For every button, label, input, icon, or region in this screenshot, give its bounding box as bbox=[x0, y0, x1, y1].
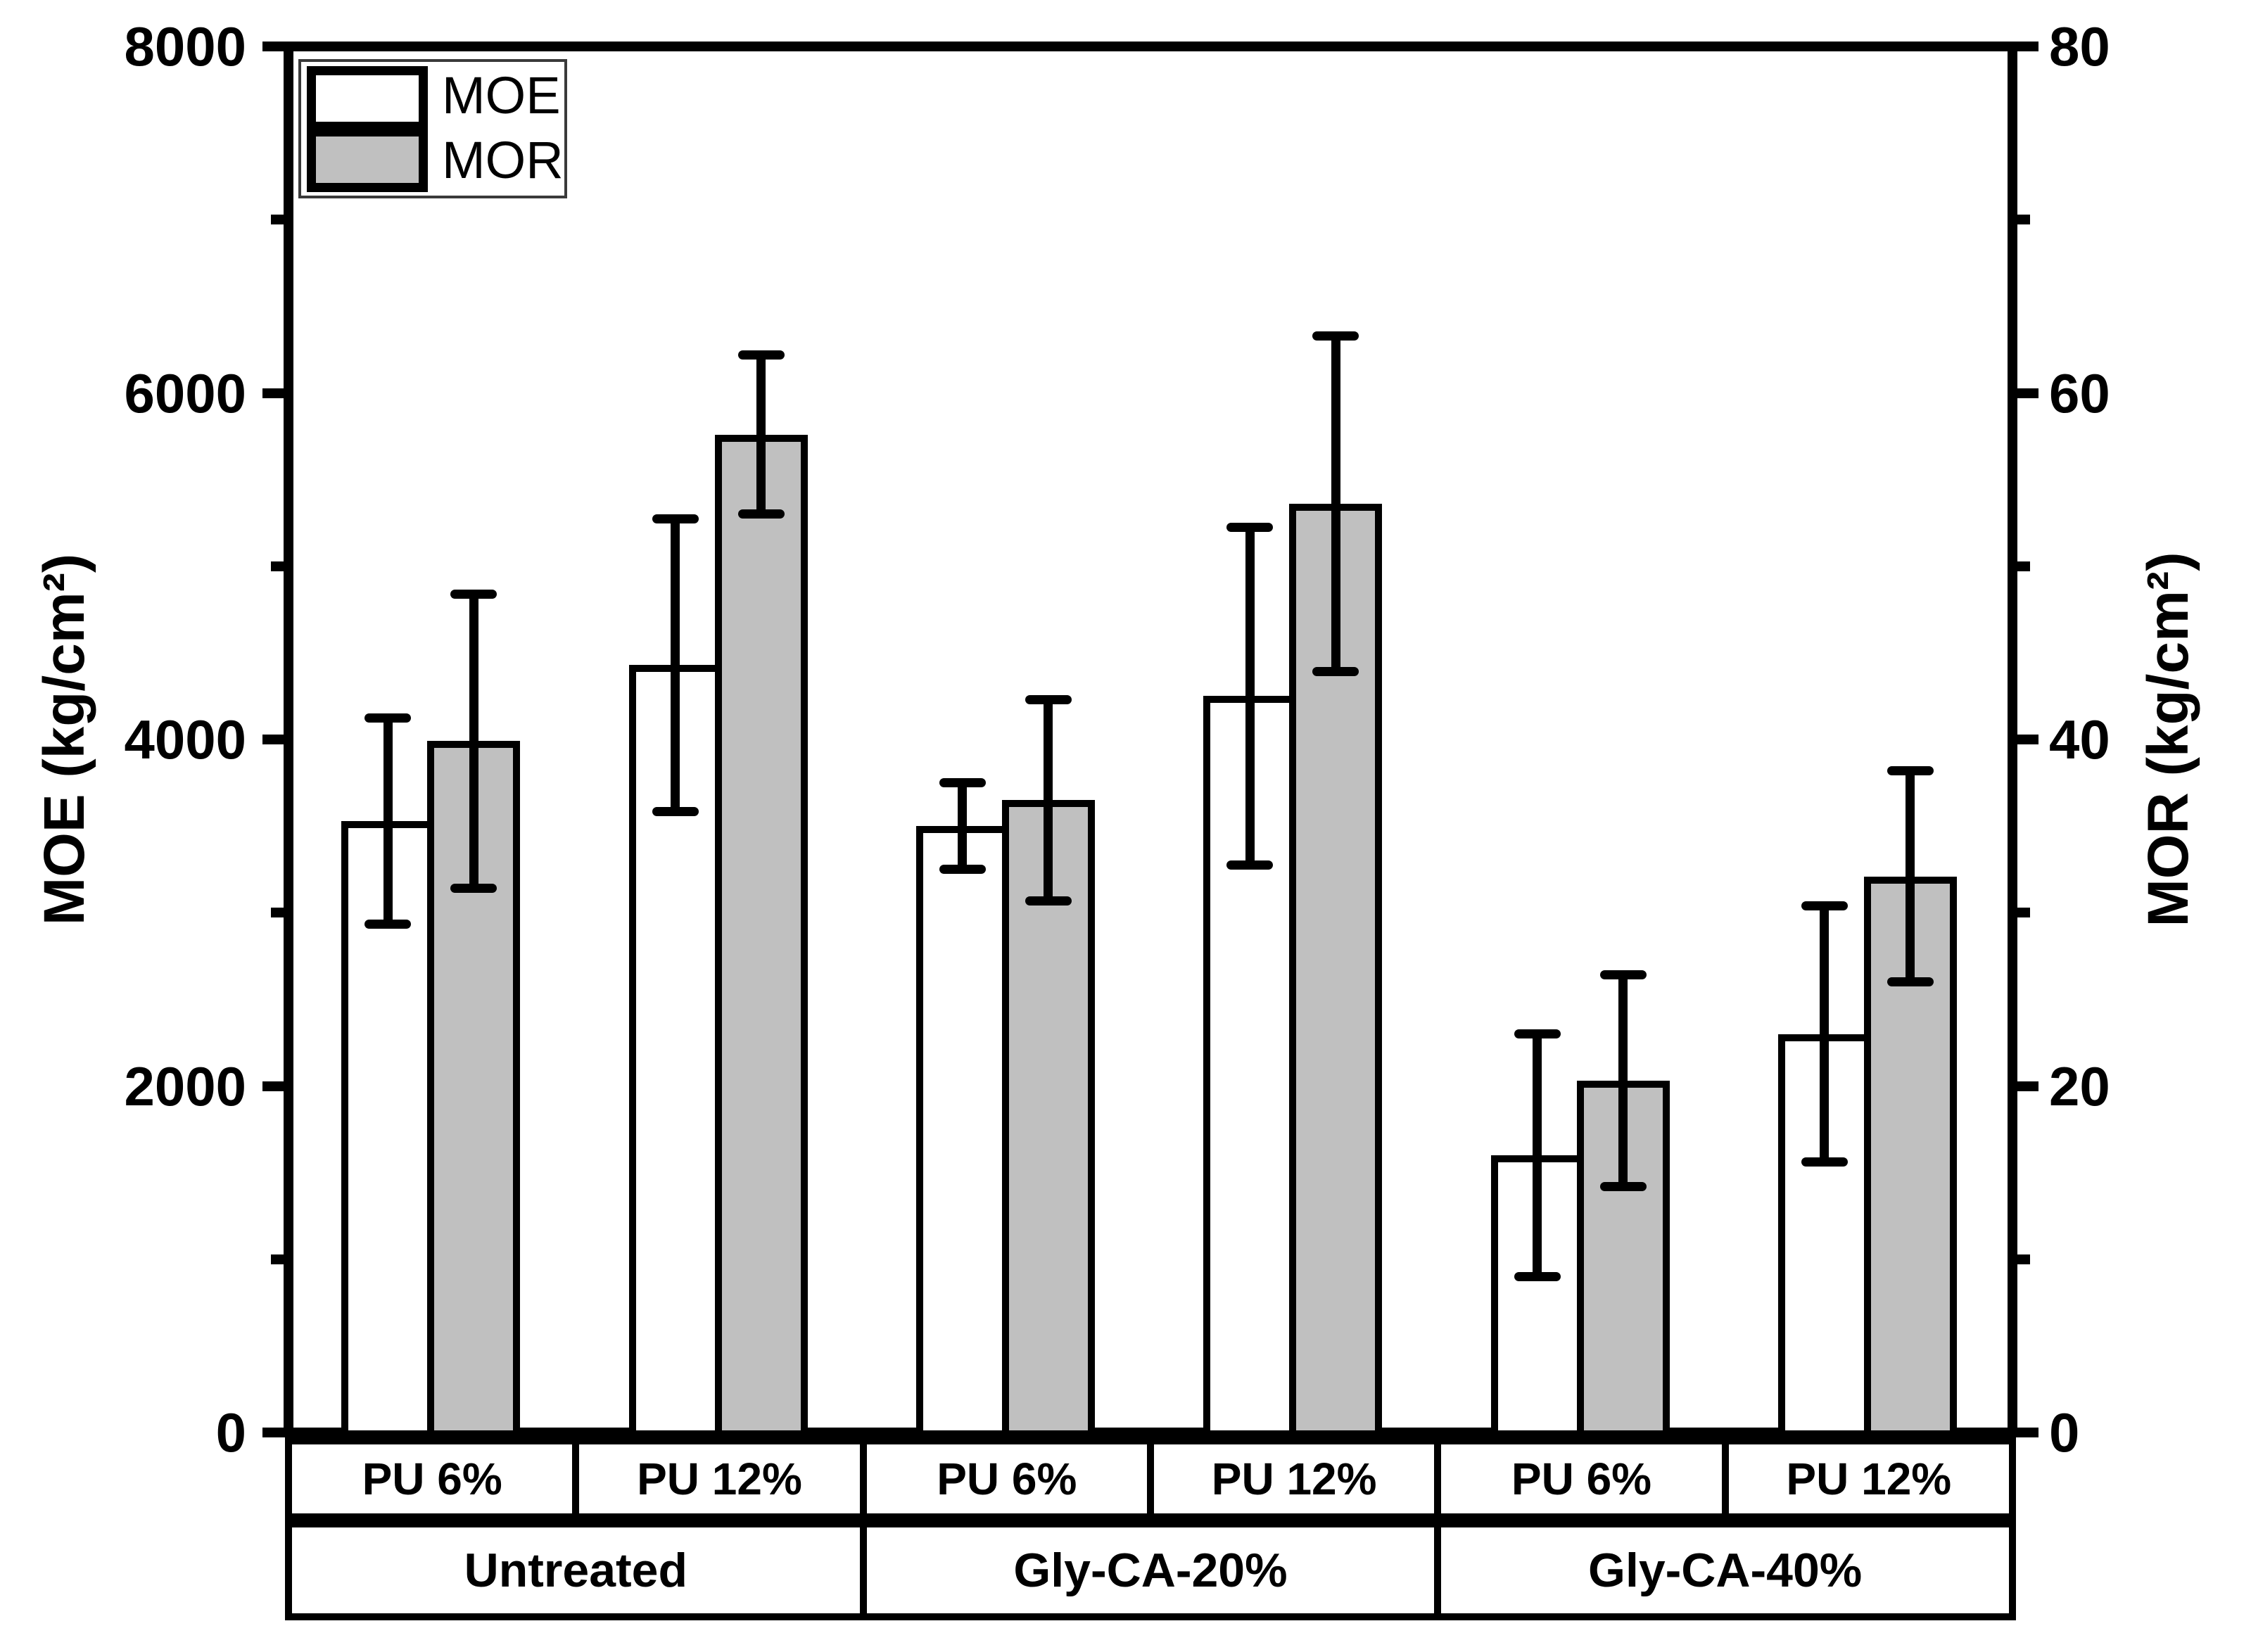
y-minortick-left-3000 bbox=[271, 908, 284, 918]
err-moe-gly-ca-40-pu-12--line bbox=[1820, 906, 1830, 1162]
y-tick-label-left-6000: 6000 bbox=[124, 362, 246, 424]
err-moe-gly-ca-40-pu-6--cap-top bbox=[1514, 1029, 1561, 1039]
err-mor-gly-ca-20-pu-12--line bbox=[1331, 336, 1340, 672]
err-moe-gly-ca-20-pu-12--cap-bottom bbox=[1226, 860, 1274, 870]
y-minortick-right-30 bbox=[2017, 908, 2030, 918]
y-tick-label-left-8000: 8000 bbox=[124, 15, 246, 77]
legend-swatch-mor bbox=[307, 127, 428, 192]
err-moe-gly-ca-20-pu-6--cap-top bbox=[939, 778, 986, 788]
y-tick-label-left-2000: 2000 bbox=[124, 1055, 246, 1117]
x-group-cell-gly-ca-40-: Gly-CA-40% bbox=[1434, 1520, 2016, 1620]
err-mor-gly-ca-40-pu-6--cap-top bbox=[1599, 970, 1647, 980]
err-moe-untreated-pu-6--cap-bottom bbox=[364, 919, 412, 929]
y-tick-left-0 bbox=[262, 1428, 284, 1437]
x-sublabel-cell-1: PU 6% bbox=[285, 1437, 580, 1520]
y-minortick-right-70 bbox=[2017, 215, 2030, 225]
plot-area-frame bbox=[284, 42, 2017, 1437]
err-moe-gly-ca-40-pu-12--cap-top bbox=[1801, 901, 1848, 910]
y-tick-left-8000 bbox=[262, 42, 284, 51]
x-sublabel-cell-6: PU 12% bbox=[1721, 1437, 2016, 1520]
err-moe-gly-ca-20-pu-12--line bbox=[1245, 527, 1255, 865]
y-tick-left-2000 bbox=[262, 1081, 284, 1091]
y-tick-right-40 bbox=[2017, 735, 2038, 744]
x-sublabel-cell-2: PU 12% bbox=[572, 1437, 867, 1520]
err-moe-gly-ca-20-pu-12--cap-top bbox=[1226, 522, 1274, 532]
y-minortick-left-5000 bbox=[271, 561, 284, 571]
y-minortick-right-10 bbox=[2017, 1254, 2030, 1264]
err-moe-untreated-pu-12--cap-top bbox=[652, 514, 699, 523]
bar-mor-gly-ca-20-pu-6- bbox=[1001, 800, 1095, 1437]
x-group-cell-gly-ca-20-: Gly-CA-20% bbox=[859, 1520, 1442, 1620]
bar-mor-untreated-pu-12- bbox=[714, 434, 808, 1437]
y-tick-label-right-20: 20 bbox=[2049, 1055, 2110, 1117]
err-mor-gly-ca-40-pu-12--cap-bottom bbox=[1887, 977, 1934, 987]
err-mor-gly-ca-20-pu-12--cap-bottom bbox=[1312, 667, 1359, 677]
err-mor-gly-ca-20-pu-6--cap-top bbox=[1025, 694, 1072, 704]
y-tick-left-4000 bbox=[262, 735, 284, 744]
err-moe-gly-ca-20-pu-6--cap-bottom bbox=[939, 865, 986, 875]
y-tick-left-6000 bbox=[262, 388, 284, 398]
y-tick-label-right-40: 40 bbox=[2049, 709, 2110, 770]
err-mor-untreated-pu-6--cap-bottom bbox=[450, 884, 497, 894]
err-moe-untreated-pu-12--cap-bottom bbox=[652, 806, 699, 816]
err-mor-gly-ca-40-pu-6--line bbox=[1618, 974, 1628, 1187]
y-tick-label-right-0: 0 bbox=[2049, 1402, 2080, 1463]
y-tick-right-80 bbox=[2017, 42, 2038, 51]
err-mor-untreated-pu-12--cap-top bbox=[737, 350, 785, 360]
y-tick-label-left-0: 0 bbox=[215, 1402, 246, 1463]
y-tick-label-left-4000: 4000 bbox=[124, 709, 246, 770]
y-minortick-left-1000 bbox=[271, 1254, 284, 1264]
x-group-cell-untreated: Untreated bbox=[285, 1520, 867, 1620]
err-mor-gly-ca-20-pu-12--cap-top bbox=[1312, 331, 1359, 341]
err-mor-untreated-pu-12--cap-bottom bbox=[737, 509, 785, 519]
err-moe-untreated-pu-6--line bbox=[383, 718, 393, 925]
err-mor-gly-ca-40-pu-12--cap-top bbox=[1887, 765, 1934, 775]
err-mor-gly-ca-40-pu-6--cap-bottom bbox=[1599, 1181, 1647, 1191]
legend-label-moe: MOE bbox=[442, 66, 561, 125]
y-tick-right-0 bbox=[2017, 1428, 2038, 1437]
err-moe-untreated-pu-12--line bbox=[671, 519, 680, 812]
err-moe-untreated-pu-6--cap-top bbox=[364, 713, 412, 723]
err-moe-gly-ca-40-pu-12--cap-bottom bbox=[1801, 1157, 1848, 1167]
err-moe-gly-ca-20-pu-6--line bbox=[958, 782, 968, 870]
err-mor-gly-ca-20-pu-6--cap-bottom bbox=[1025, 896, 1072, 906]
y-minortick-left-7000 bbox=[271, 215, 284, 225]
err-mor-untreated-pu-6--cap-top bbox=[450, 589, 497, 599]
legend-label-mor: MOR bbox=[442, 131, 564, 189]
y-tick-right-60 bbox=[2017, 388, 2038, 398]
err-mor-gly-ca-20-pu-6--line bbox=[1044, 699, 1053, 901]
err-moe-gly-ca-40-pu-6--line bbox=[1533, 1034, 1542, 1277]
y-tick-right-20 bbox=[2017, 1081, 2038, 1091]
x-sublabel-cell-3: PU 6% bbox=[859, 1437, 1154, 1520]
y-tick-label-right-80: 80 bbox=[2049, 15, 2110, 77]
bar-moe-gly-ca-20-pu-6- bbox=[915, 826, 1009, 1437]
x-sublabel-cell-5: PU 6% bbox=[1434, 1437, 1729, 1520]
y-minortick-right-50 bbox=[2017, 561, 2030, 571]
err-mor-untreated-pu-12--line bbox=[756, 355, 766, 514]
legend-swatch-moe bbox=[307, 66, 428, 131]
y-tick-label-right-60: 60 bbox=[2049, 362, 2110, 424]
legend: MOE MOR bbox=[298, 59, 567, 198]
err-moe-gly-ca-40-pu-6--cap-bottom bbox=[1514, 1271, 1561, 1281]
err-mor-untreated-pu-6--line bbox=[469, 594, 478, 889]
err-mor-gly-ca-40-pu-12--line bbox=[1906, 770, 1915, 982]
x-sublabel-cell-4: PU 12% bbox=[1147, 1437, 1442, 1520]
